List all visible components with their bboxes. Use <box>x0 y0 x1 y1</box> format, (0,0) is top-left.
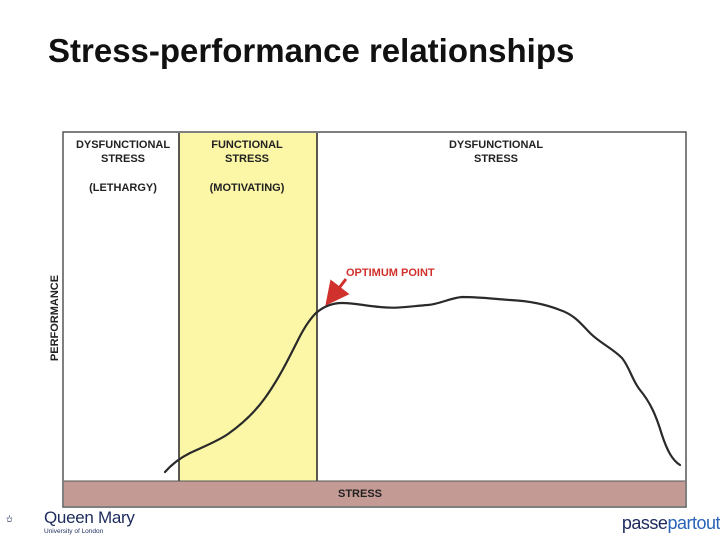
performance-curve <box>163 295 682 474</box>
zone-2-title-line2: STRESS <box>225 153 269 165</box>
optimum-arrow <box>325 278 350 306</box>
functional-zone-fill <box>179 133 317 481</box>
queen-mary-logo-sub: University of London <box>44 528 104 535</box>
passepartout-logo: passepartout <box>622 513 720 534</box>
queen-mary-crest-icon <box>6 515 13 522</box>
stress-axis-bar <box>64 481 685 506</box>
passepartout-logo-part2: partout <box>667 513 720 533</box>
zone-1-title-line1: DYSFUNCTIONAL <box>76 139 170 151</box>
zone-1-title-line2: STRESS <box>101 153 145 165</box>
diagram-frame <box>62 131 687 508</box>
x-axis-label: STRESS <box>338 488 382 500</box>
zone-3-title-line2: STRESS <box>474 153 518 165</box>
zone-2-title-line1: FUNCTIONAL <box>211 139 283 151</box>
slide-title: Stress-performance relationships <box>48 32 575 69</box>
zone-2-subtitle: (MOTIVATING) <box>210 182 285 194</box>
zone-3-title-line1: DYSFUNCTIONAL <box>449 139 543 151</box>
passepartout-logo-part1: passe <box>621 513 668 533</box>
y-axis-label: PERFORMANCE <box>49 275 61 361</box>
zone-1-subtitle: (LETHARGY) <box>89 182 157 194</box>
optimum-point-label: OPTIMUM POINT <box>346 267 435 279</box>
queen-mary-logo-name: Queen Mary <box>44 508 135 527</box>
